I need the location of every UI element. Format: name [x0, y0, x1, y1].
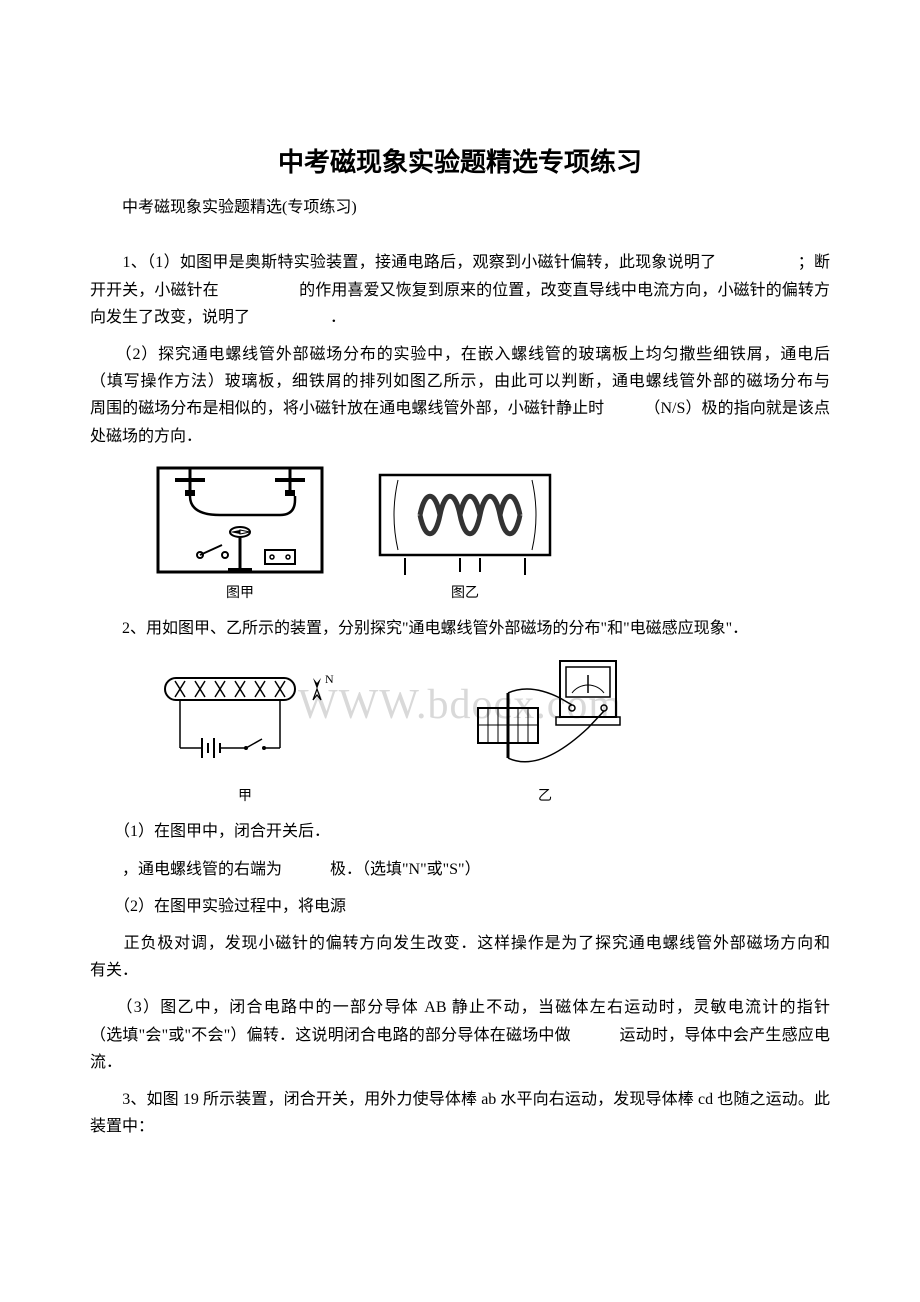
subtitle: 中考磁现象实验题精选(专项练习): [90, 194, 830, 221]
q2-sub1: （1）在图甲中，闭合开关后．: [90, 818, 830, 845]
q1-fig1: 图甲: [150, 460, 330, 606]
q2-fig1: N 甲: [150, 663, 340, 809]
q2-intro: 2、用如图甲、乙所示的装置，分别探究"通电螺线管外部磁场的分布"和"电磁感应现象…: [90, 615, 830, 642]
q2-sub2: （2）在图甲实验过程中，将电源: [90, 893, 830, 920]
q2-fig1-caption: 甲: [238, 785, 252, 809]
q2-sub2-line2: 正负极对调，发现小磁针的偏转方向发生改变．这样操作是为了探究通电螺线管外部磁场方…: [90, 930, 830, 984]
q2-figures: N 甲: [150, 653, 830, 809]
solenoid-circuit-icon: N: [150, 663, 340, 783]
q1-fig1-caption: 图甲: [226, 582, 254, 606]
em-induction-apparatus-icon: [460, 653, 630, 783]
q2-sub3: （3）图乙中，闭合电路中的一部分导体 AB 静止不动，当磁体左右运动时，灵敏电流…: [90, 994, 830, 1076]
q1-fig2-caption: 图乙: [451, 582, 479, 606]
q2-fig2: 乙: [460, 653, 630, 809]
q1-fig2: 图乙: [370, 460, 560, 606]
q3-part1: 3、如图 19 所示装置，闭合开关，用外力使导体棒 ab 水平向右运动，发现导体…: [90, 1086, 830, 1140]
q1-part1: 1、（1）如图甲是奥斯特实验装置，接通电路后，观察到小磁针偏转，此现象说明了 ；…: [90, 249, 830, 331]
q1-figures: 图甲 图乙: [150, 460, 830, 606]
compass-north-label: N: [325, 672, 334, 686]
document-content: 中考磁现象实验题精选专项练习 中考磁现象实验题精选(专项练习) 1、（1）如图甲…: [90, 140, 830, 1140]
q1-part2: （2）探究通电螺线管外部磁场分布的实验中，在嵌入螺线管的玻璃板上均匀撒些细铁屑，…: [90, 341, 830, 450]
page-title: 中考磁现象实验题精选专项练习: [90, 140, 830, 184]
q2-sub1-line2: ，通电螺线管的右端为 极．（选填"N"或"S"）: [90, 856, 830, 883]
solenoid-field-icon: [370, 460, 560, 580]
oersted-apparatus-icon: [150, 460, 330, 580]
q2-fig2-caption: 乙: [538, 785, 552, 809]
